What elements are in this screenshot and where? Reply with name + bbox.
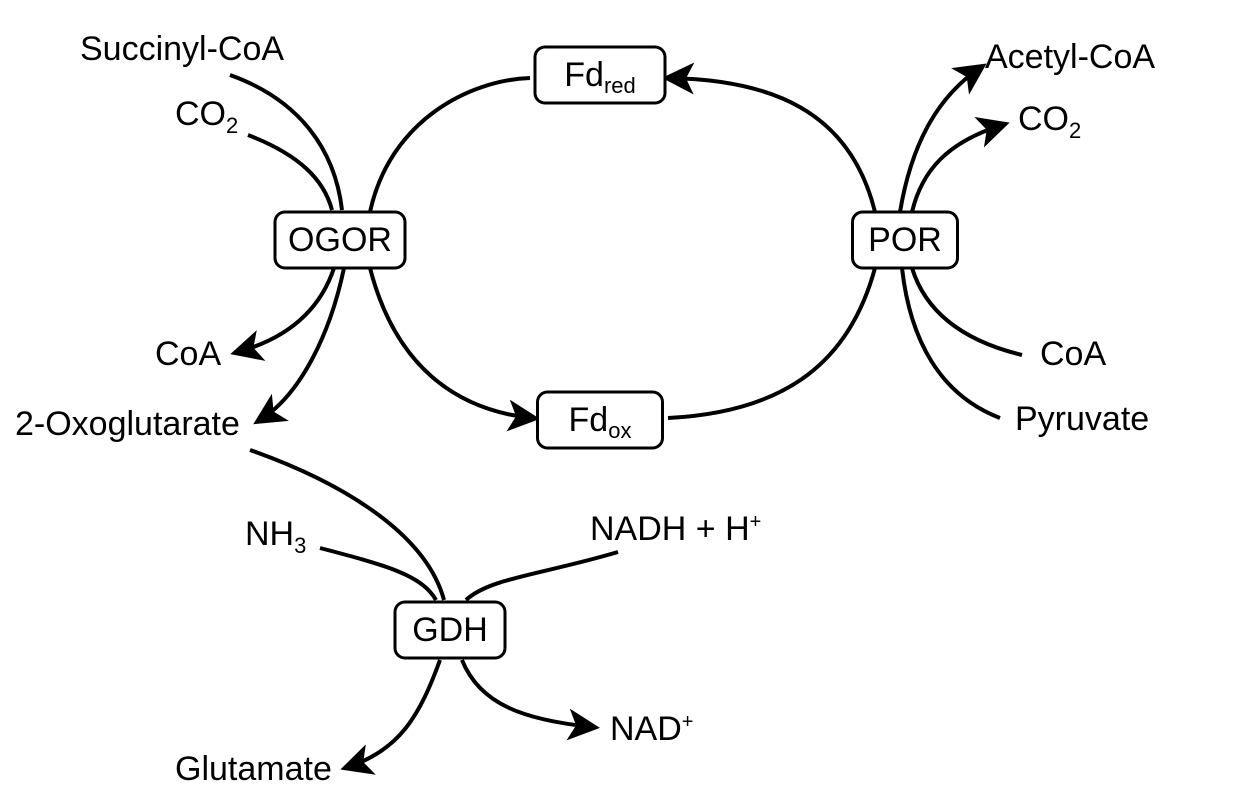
label-coa_left: CoA <box>155 335 221 373</box>
nadh-to-gdh <box>466 552 618 600</box>
por-label: POR <box>868 221 942 259</box>
gdh-label: GDH <box>412 611 488 649</box>
enzyme-boxes: OGOR POR Fdred Fdox GDH <box>275 47 958 658</box>
ogor-to-fdox <box>370 268 532 418</box>
metabolic-diagram: OGOR POR Fdred Fdox GDH Succinyl-CoA CO2 CoA 2-… <box>0 0 1240 803</box>
label-nadh: NADH + H+ <box>590 510 761 548</box>
label-coa_right: CoA <box>1040 335 1106 373</box>
enzyme-fdred: Fdred <box>535 47 665 103</box>
enzyme-ogor: OGOR <box>275 212 405 268</box>
por-to-fdred <box>670 78 875 212</box>
label-acetyl_coa: Acetyl-CoA <box>985 38 1155 76</box>
label-co2_left: CO2 <box>175 95 238 138</box>
label-succinyl_coa: Succinyl-CoA <box>80 30 284 68</box>
label-pyruvate: Pyruvate <box>1015 400 1149 438</box>
por-to-fdox <box>668 268 875 418</box>
ogor-label: OGOR <box>288 221 392 259</box>
por-to-co2r <box>912 125 1002 212</box>
coar-to-por <box>912 268 1022 355</box>
label-glutamate: Glutamate <box>175 750 332 788</box>
gdh-to-nad <box>462 660 592 727</box>
label-co2_right: CO2 <box>1018 100 1081 143</box>
label-oxoglutarate: 2-Oxoglutarate <box>15 405 240 443</box>
enzyme-fdox: Fdox <box>538 392 663 448</box>
label-nh3: NH3 <box>245 515 306 558</box>
nh3-to-gdh <box>320 548 436 600</box>
ogor-to-2oxo <box>260 268 344 420</box>
enzyme-por: POR <box>853 212 958 268</box>
gdh-to-glutamate <box>348 660 440 767</box>
ogor-to-fdred <box>370 78 530 212</box>
label-nad: NAD+ <box>610 710 693 748</box>
enzyme-gdh: GDH <box>395 602 505 658</box>
